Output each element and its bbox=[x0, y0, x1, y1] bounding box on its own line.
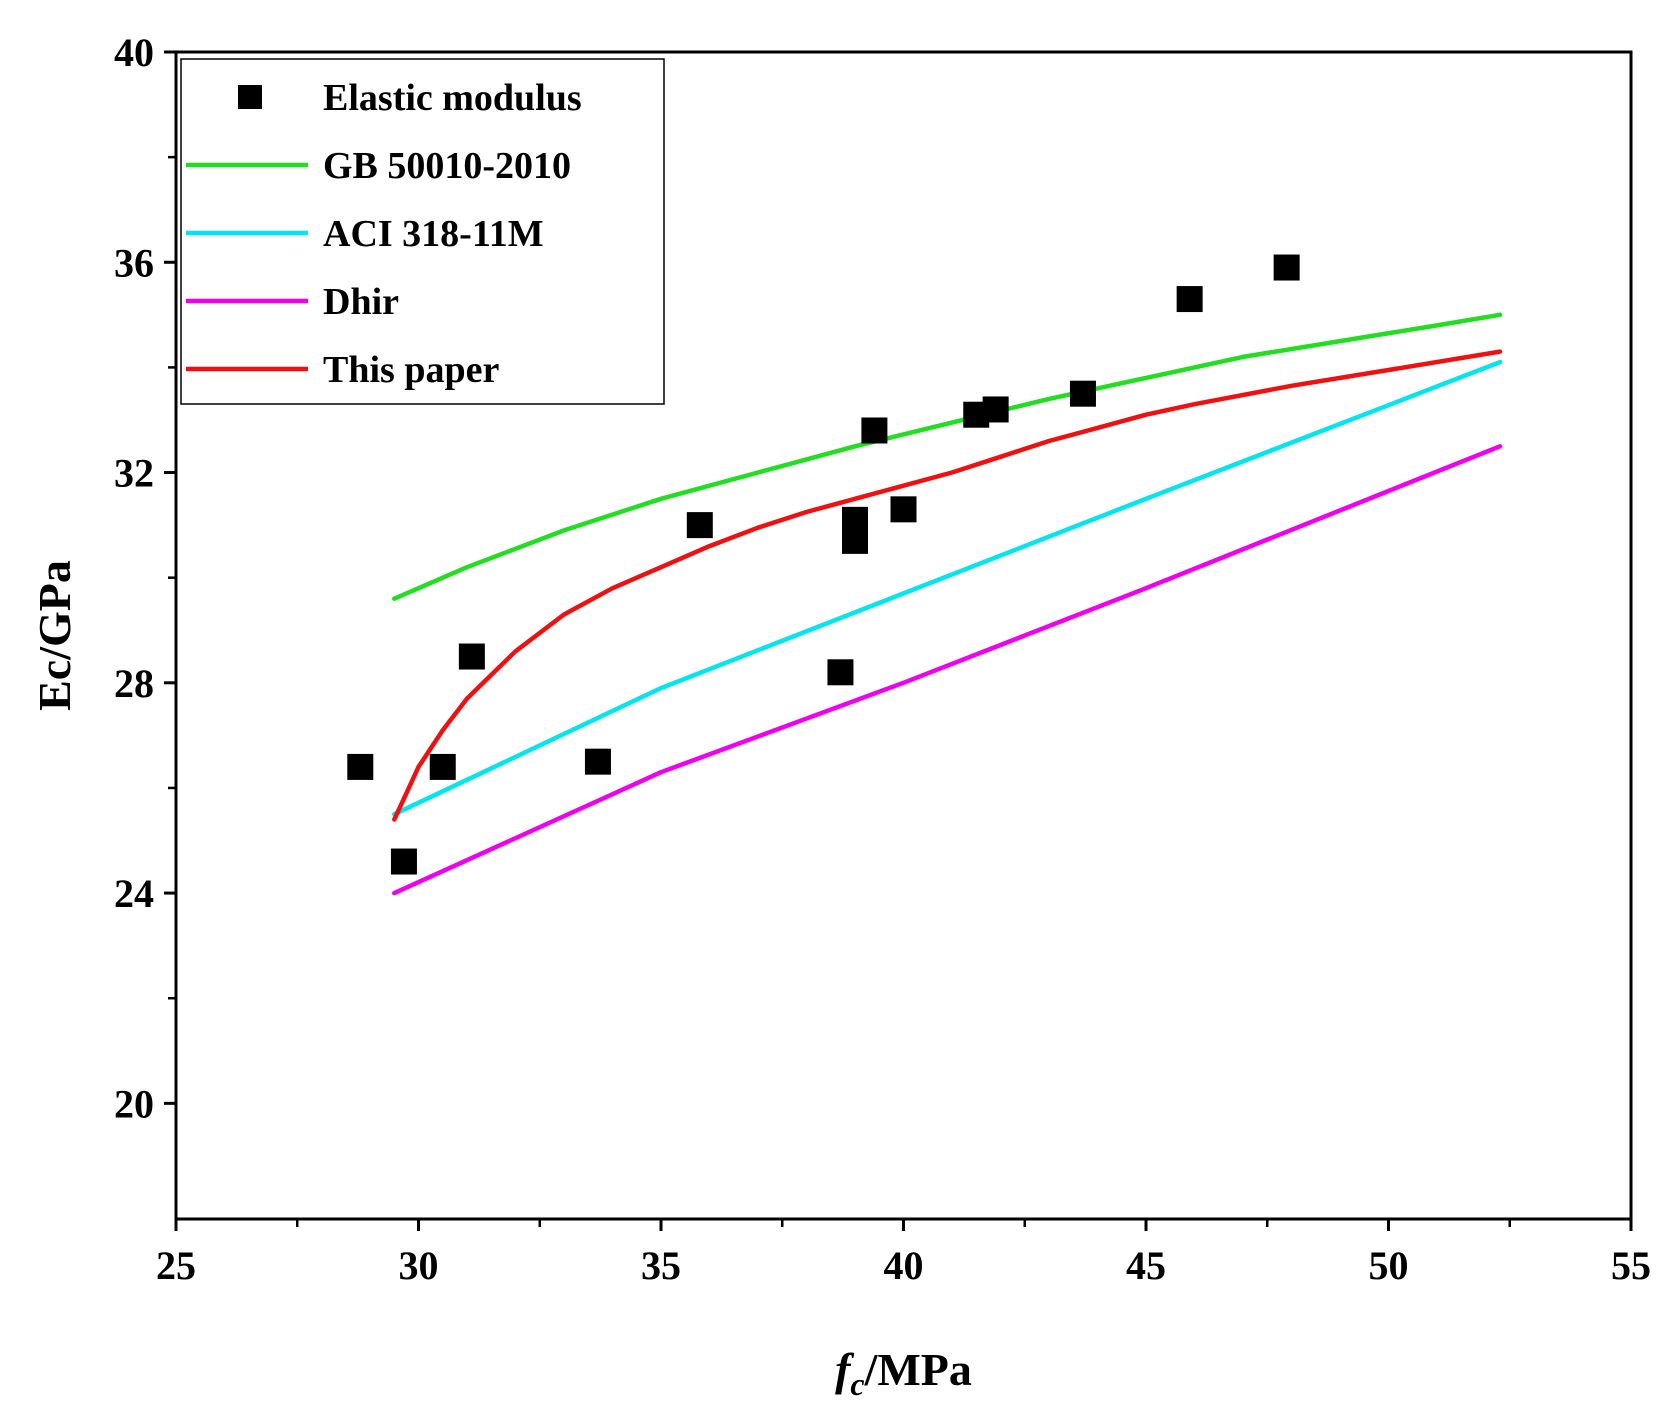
data-point bbox=[458, 643, 485, 670]
x-tick-label: 45 bbox=[1126, 1243, 1166, 1288]
x-tick-label: 40 bbox=[884, 1243, 924, 1288]
series-line-gb-50010-2010 bbox=[392, 312, 1503, 601]
data-point bbox=[827, 659, 854, 686]
x-tick-label: 35 bbox=[641, 1243, 681, 1288]
y-tick-label: 20 bbox=[114, 1081, 154, 1126]
y-axis-title: Ec/GPa bbox=[29, 560, 80, 711]
x-axis-title-unit: /MPa bbox=[864, 1344, 972, 1395]
data-point bbox=[1176, 286, 1203, 313]
data-point bbox=[584, 748, 611, 775]
data-point bbox=[1273, 254, 1300, 281]
x-tick-label: 55 bbox=[1611, 1243, 1651, 1288]
plot-area bbox=[347, 254, 1503, 896]
tick-labels: 25 30 35 40 45 50 55 20 24 28 32 36 40 bbox=[114, 30, 1651, 1288]
y-tick-label: 24 bbox=[114, 871, 154, 916]
y-tick-label: 36 bbox=[114, 240, 154, 285]
legend-point-marker bbox=[238, 85, 262, 109]
legend-label: This paper bbox=[323, 349, 499, 391]
y-tick-label: 40 bbox=[114, 30, 154, 75]
x-axis-title: fc/MPa bbox=[835, 1344, 972, 1402]
legend-label: ACI 318-11M bbox=[323, 213, 544, 255]
series-line-aci-318-11m bbox=[392, 359, 1503, 817]
data-point bbox=[429, 753, 456, 780]
legend-label: GB 50010-2010 bbox=[323, 145, 571, 187]
x-tick-label: 25 bbox=[156, 1243, 196, 1288]
data-point bbox=[890, 496, 917, 523]
legend-label: Elastic modulus bbox=[323, 77, 582, 119]
data-point bbox=[1069, 380, 1096, 407]
data-point bbox=[390, 848, 417, 875]
data-point bbox=[842, 527, 868, 554]
series-line-dhir bbox=[392, 444, 1503, 896]
data-point bbox=[686, 512, 713, 539]
data-point bbox=[982, 396, 1009, 423]
plot-frame bbox=[174, 50, 1633, 1221]
x-tick-label: 30 bbox=[399, 1243, 439, 1288]
y-tick-label: 28 bbox=[114, 661, 154, 706]
series-line-this-paper bbox=[392, 349, 1503, 822]
data-point bbox=[347, 753, 374, 780]
legend: Elastic modulus GB 50010-2010 ACI 318-11M D… bbox=[180, 58, 665, 405]
y-tick-label: 32 bbox=[114, 451, 154, 496]
x-axis-title-subscript: c bbox=[850, 1366, 864, 1402]
x-tick-label: 50 bbox=[1369, 1243, 1409, 1288]
data-point bbox=[861, 417, 888, 444]
legend-label: Dhir bbox=[323, 281, 399, 323]
x-axis-title-italic: f bbox=[835, 1344, 855, 1395]
